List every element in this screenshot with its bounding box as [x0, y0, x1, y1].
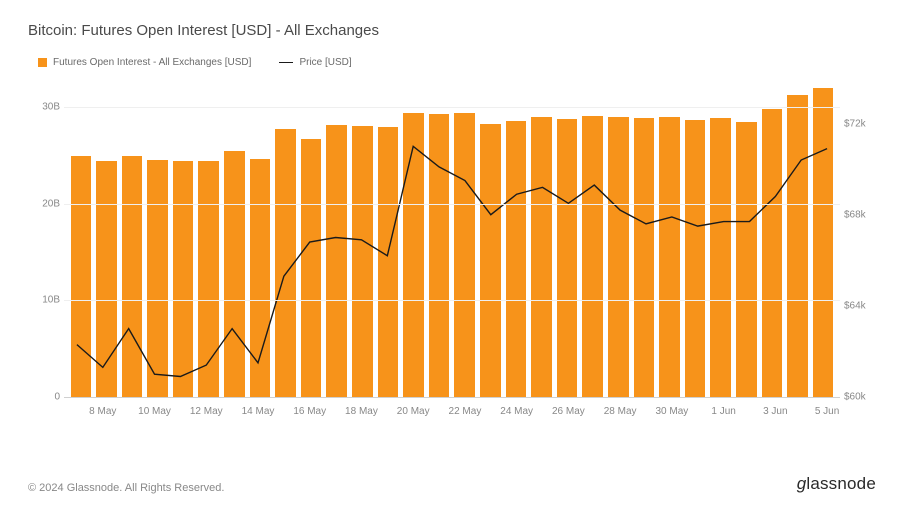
legend-swatch-line — [279, 62, 293, 63]
gridline — [64, 107, 840, 108]
y-tick-right: $64k — [844, 300, 876, 311]
price-line-svg — [64, 78, 840, 397]
legend-swatch-bar — [38, 58, 47, 67]
gridline — [64, 300, 840, 301]
x-tick: 3 Jun — [763, 406, 787, 417]
gridline — [64, 204, 840, 205]
brand-logo: glassnode — [797, 474, 876, 494]
x-tick: 22 May — [449, 406, 482, 417]
legend-label: Price [USD] — [299, 57, 351, 68]
x-tick: 30 May — [655, 406, 688, 417]
x-tick: 14 May — [242, 406, 275, 417]
legend-label: Futures Open Interest - All Exchanges [U… — [53, 57, 251, 68]
x-tick: 5 Jun — [815, 406, 839, 417]
y-tick-left: 0 — [28, 392, 60, 403]
y-tick-left: 20B — [28, 198, 60, 209]
legend-item-price: Price [USD] — [279, 57, 351, 68]
chart-title: Bitcoin: Futures Open Interest [USD] - A… — [28, 22, 876, 39]
copyright: © 2024 Glassnode. All Rights Reserved. — [28, 482, 224, 494]
x-tick: 26 May — [552, 406, 585, 417]
legend-item-open-interest: Futures Open Interest - All Exchanges [U… — [38, 57, 251, 68]
x-tick: 18 May — [345, 406, 378, 417]
y-tick-right: $72k — [844, 118, 876, 129]
y-tick-left: 10B — [28, 295, 60, 306]
y-tick-right: $68k — [844, 209, 876, 220]
x-tick: 16 May — [293, 406, 326, 417]
plot-inner: 010B20B30B$60k$64k$68k$72k8 May10 May12 … — [64, 78, 840, 398]
x-tick: 10 May — [138, 406, 171, 417]
x-tick: 8 May — [89, 406, 116, 417]
y-tick-left: 30B — [28, 102, 60, 113]
footer: © 2024 Glassnode. All Rights Reserved. g… — [28, 474, 876, 494]
y-tick-right: $60k — [844, 392, 876, 403]
x-tick: 24 May — [500, 406, 533, 417]
x-tick: 12 May — [190, 406, 223, 417]
legend: Futures Open Interest - All Exchanges [U… — [38, 57, 876, 68]
plot-area: 0 10B 20B 30B $60k $64k $68k $72k 8 May 10 May 12 … — [28, 78, 876, 428]
x-tick: 20 May — [397, 406, 430, 417]
price-line — [77, 146, 827, 376]
x-tick: 1 Jun — [711, 406, 735, 417]
x-tick: 28 May — [604, 406, 637, 417]
